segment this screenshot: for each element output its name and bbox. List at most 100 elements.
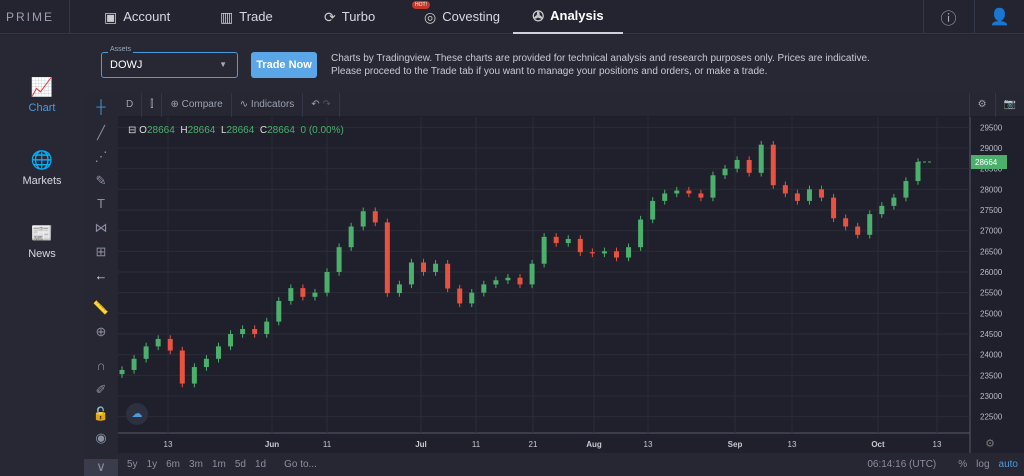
range-3m[interactable]: 3m (189, 459, 203, 470)
crosshair-icon[interactable]: ┼ (96, 99, 106, 114)
y-tick-label: 28000 (980, 185, 1003, 194)
candle-body (215, 346, 221, 359)
candle-body (565, 238, 571, 244)
collapse-button[interactable]: ∨ (84, 459, 118, 476)
candle-body (758, 144, 764, 173)
candlestick-chart[interactable]: 22500 23000 23500 24000 24500 25000 25500 26000… (118, 117, 1024, 453)
y-tick-label: 27500 (980, 206, 1003, 215)
user-button[interactable]: 👤 (974, 0, 1024, 34)
candle-body (806, 189, 812, 201)
tab-covesting[interactable]: ◎ Covesting (424, 0, 500, 34)
range-5d[interactable]: 5d (234, 459, 246, 470)
compare-button[interactable]: ⊕ Compare (162, 92, 232, 117)
candle-body (903, 181, 909, 198)
candle-body (252, 329, 258, 334)
text-icon[interactable]: T (97, 196, 105, 211)
auto-toggle[interactable]: auto (998, 459, 1018, 470)
zoom-in-icon[interactable]: ⊕ (95, 324, 107, 339)
range-1d[interactable]: 1d (254, 459, 267, 470)
pattern-icon[interactable]: ⋈ (94, 220, 108, 235)
tab-analysis[interactable]: ✇ Analysis (513, 0, 623, 34)
ohlc-legend: ⊟ O28664 H28664 L28664 C28664 0 (0.00%) (128, 125, 344, 136)
tab-trade[interactable]: ▥ Trade (220, 0, 273, 34)
compare-label: Compare (181, 98, 223, 110)
tab-account[interactable]: ▣ Account (104, 0, 170, 34)
assets-select[interactable]: Assets DOWJ ▼ (101, 46, 238, 78)
logo[interactable]: PRIME XBT (0, 0, 70, 58)
open-value: 28664 (146, 125, 175, 136)
candle-body (855, 226, 861, 235)
magnet-icon[interactable]: ∩ (96, 358, 106, 373)
tab-label: Trade (239, 9, 273, 24)
y-tick-label: 22500 (980, 413, 1003, 422)
arrow-left-icon[interactable]: ← (94, 268, 108, 283)
candle-body (240, 329, 246, 334)
percent-toggle[interactable]: % (958, 459, 968, 470)
price-axis (970, 117, 1024, 453)
plus-circle-icon: ⊕ (170, 98, 182, 110)
chart-area[interactable]: 22500 23000 23500 24000 24500 25000 25500 26000… (118, 117, 1024, 453)
candle-body (191, 367, 197, 384)
range-6m[interactable]: 6m (166, 459, 181, 470)
bottom-bar: 5y 1y 6m 3m 1m 5d 1d Go to... 06:14:16 (… (118, 453, 1024, 476)
redo-icon[interactable]: ↷ (322, 98, 331, 110)
interval-button[interactable]: D (118, 92, 143, 117)
candle-body (396, 284, 402, 294)
camera-icon[interactable]: 📷 (1003, 98, 1016, 110)
y-tick-label: 26000 (980, 268, 1003, 277)
candle-body (324, 272, 330, 293)
lock-icon[interactable]: 🔓 (92, 406, 110, 421)
candle-body (819, 189, 825, 198)
candle-body (541, 236, 547, 264)
candle-body (722, 168, 728, 176)
trend-line-icon[interactable]: ╱ (97, 125, 105, 140)
fib-icon[interactable]: ⋰ (94, 149, 108, 164)
candle-body (264, 321, 270, 334)
sidebar-item-markets[interactable]: 🌐 Markets (0, 150, 84, 187)
x-tick-label: Oct (871, 440, 885, 449)
c-label: C (259, 125, 268, 136)
prediction-icon[interactable]: ⊞ (95, 244, 107, 259)
candle-body (155, 338, 161, 347)
candle-body (360, 211, 366, 227)
log-toggle[interactable]: log (976, 459, 990, 470)
tab-turbo[interactable]: ⟳ Turbo (324, 0, 375, 34)
candle-body (300, 288, 306, 297)
x-tick-label: 21 (529, 440, 538, 449)
sidebar-item-news[interactable]: 📰 News (0, 223, 84, 260)
x-tick-label: 13 (164, 440, 173, 449)
lock-drawing-icon[interactable]: ✐ (95, 382, 107, 397)
change-value: 0 (0.00%) (300, 125, 344, 136)
indicators-button[interactable]: ∿ Indicators (232, 92, 304, 117)
help-button[interactable]: ⓘ (923, 0, 973, 34)
range-1m[interactable]: 1m (211, 459, 226, 470)
sidebar-label: Chart (28, 102, 56, 114)
range-1y[interactable]: 1y (146, 459, 158, 470)
legend-collapse-icon[interactable]: ⊟ (128, 125, 140, 136)
settings-icon[interactable]: ⚙ (968, 92, 996, 117)
sidebar: 📈 Chart 🌐 Markets 📰 News (0, 35, 84, 476)
candle-body (686, 190, 692, 194)
undo-icon[interactable]: ↶ ↷ (303, 92, 340, 117)
brush-icon[interactable]: ✎ (95, 173, 107, 188)
chart-line-icon: 📈 (30, 77, 54, 97)
trade-now-button[interactable]: Trade Now (251, 52, 317, 78)
candle-body (915, 162, 921, 182)
tradingview-logo-icon[interactable]: ☁ (126, 403, 148, 425)
newspaper-icon: 📰 (30, 223, 54, 243)
candles-icon[interactable]: ⫿ (142, 92, 163, 117)
ruler-icon[interactable]: 📏 (92, 300, 110, 315)
range-5y[interactable]: 5y (127, 459, 138, 470)
candle-body (831, 197, 837, 219)
tab-label: Account (123, 9, 171, 24)
disclaimer: Charts by Tradingview. These charts are … (331, 53, 870, 77)
sidebar-item-chart[interactable]: 📈 Chart (0, 77, 84, 114)
goto-button[interactable]: Go to... (284, 459, 317, 470)
x-tick-label: Sep (728, 440, 743, 449)
high-value: 28664 (187, 125, 216, 136)
covesting-icon: ◎ (424, 9, 437, 25)
candle-body (384, 222, 390, 294)
candle-body (143, 346, 149, 359)
eye-icon[interactable]: ◉ (95, 430, 107, 445)
candle-body (457, 288, 463, 304)
